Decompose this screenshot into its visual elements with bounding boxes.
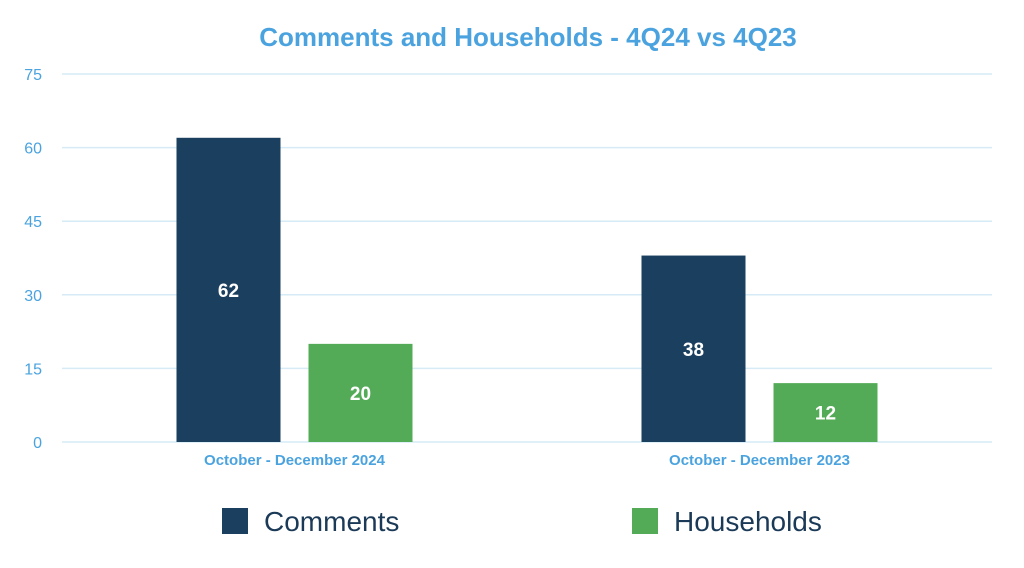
bar-households [308,343,413,442]
y-tick-label: 75 [24,67,42,84]
bar-comments [641,255,746,442]
y-tick-label: 60 [24,141,42,158]
data-label: 12 [815,404,836,425]
legend-swatch-comments [222,508,248,534]
bar-households [773,383,878,442]
chart-title: Comments and Households - 4Q24 vs 4Q23 [259,22,797,52]
y-tick-label: 0 [33,435,42,452]
x-tick-label: October - December 2024 [204,452,386,469]
bar-comments [176,137,281,442]
data-label: 38 [683,340,704,361]
y-axis-ticks: 0 15 30 45 60 75 [24,67,42,452]
legend-label-comments: Comments [264,506,399,537]
x-tick-label: October - December 2023 [669,452,850,469]
data-label: 62 [218,281,239,302]
legend: Comments Households [222,506,822,537]
y-tick-label: 45 [24,214,42,231]
y-tick-label: 15 [24,361,42,378]
legend-label-households: Households [674,506,822,537]
data-label: 20 [350,384,371,405]
bars: 62 20 38 12 [176,137,878,442]
x-axis-ticks: October - December 2024 October - Decembe… [204,452,850,469]
y-tick-label: 30 [24,288,42,305]
legend-swatch-households [632,508,658,534]
